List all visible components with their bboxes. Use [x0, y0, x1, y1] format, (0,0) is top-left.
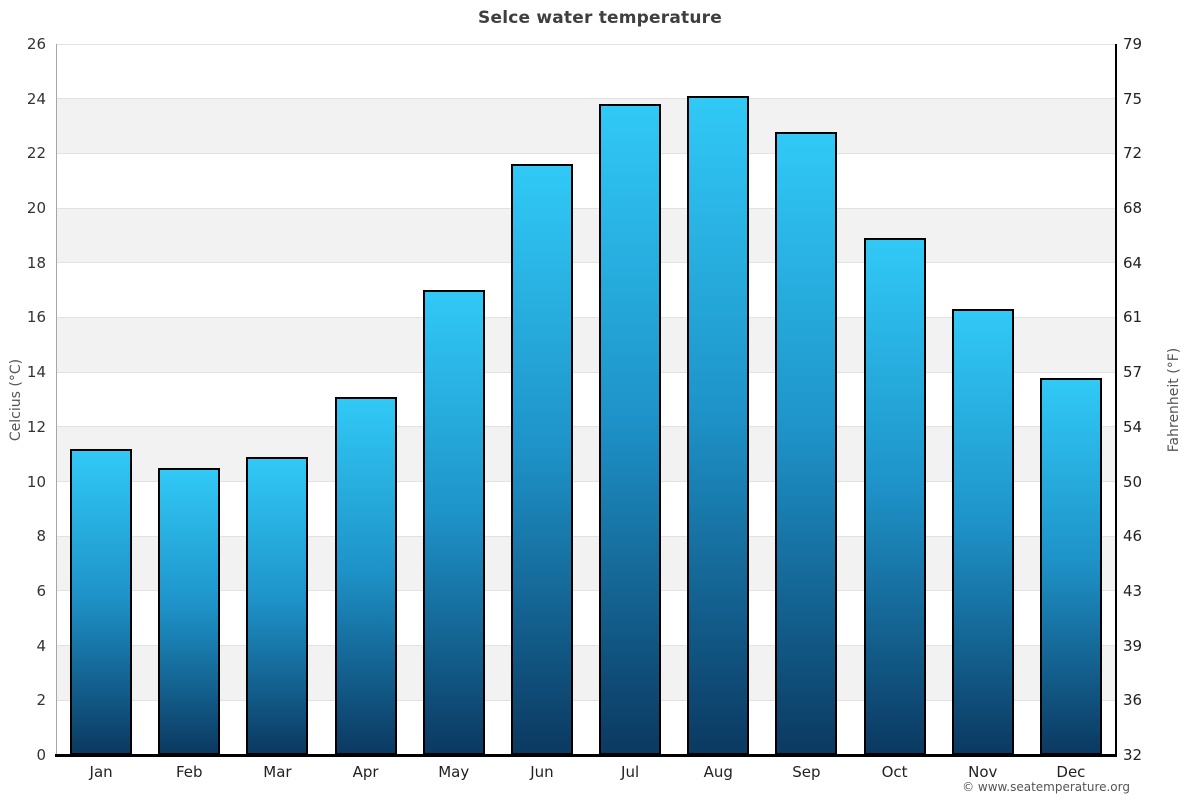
fahrenheit-tick-label: 54	[1123, 417, 1143, 436]
gridline	[57, 316, 1115, 318]
bar-aug[interactable]	[687, 95, 750, 755]
fahrenheit-tick-label: 46	[1123, 527, 1143, 546]
celsius-tick-label: 0	[36, 746, 46, 764]
chart-title: Selce water temperature	[478, 8, 722, 28]
fahrenheit-tick-label: 79	[1123, 35, 1143, 53]
fahrenheit-tick-label: 32	[1123, 746, 1143, 764]
month-tick-label: Feb	[175, 763, 203, 781]
celsius-tick-label: 24	[26, 89, 46, 108]
background-band	[57, 208, 1115, 263]
bar-sep[interactable]	[775, 131, 838, 755]
month-tick-label: Nov	[968, 763, 998, 781]
bar-dec[interactable]	[1039, 377, 1102, 755]
y-axis-right-line	[1115, 44, 1117, 755]
celsius-tick-label: 4	[36, 636, 46, 655]
month-tick-label: Apr	[352, 763, 379, 781]
celsius-tick-label: 6	[36, 581, 46, 600]
month-tick-label: Jul	[621, 763, 640, 781]
fahrenheit-tick-label: 57	[1123, 363, 1143, 382]
fahrenheit-tick-label: 75	[1123, 89, 1143, 108]
fahrenheit-tick-label: 61	[1123, 308, 1143, 327]
gridline	[57, 43, 1115, 45]
bar-jan[interactable]	[70, 448, 133, 755]
gridline	[57, 481, 1115, 483]
x-axis-line	[55, 754, 1117, 757]
bar-oct[interactable]	[863, 238, 926, 755]
fahrenheit-tick-label: 50	[1123, 472, 1143, 491]
gridline	[57, 645, 1115, 647]
gridline	[57, 535, 1115, 537]
bar-jun[interactable]	[510, 164, 573, 755]
month-tick-label: Aug	[703, 763, 733, 781]
bar-nov[interactable]	[951, 309, 1014, 755]
celsius-tick-label: 20	[26, 199, 46, 218]
month-tick-label: Jun	[530, 763, 554, 781]
month-tick-label: Mar	[263, 763, 292, 781]
celsius-tick-label: 18	[26, 253, 46, 272]
fahrenheit-tick-label: 64	[1123, 253, 1143, 272]
bar-mar[interactable]	[246, 456, 309, 755]
fahrenheit-tick-label: 39	[1123, 636, 1143, 655]
gridline	[57, 371, 1115, 373]
credits-link[interactable]: © www.seatemperature.org	[962, 780, 1130, 794]
fahrenheit-tick-label: 72	[1123, 144, 1143, 163]
celsius-tick-label: 26	[26, 35, 46, 53]
gridline	[57, 207, 1115, 209]
month-tick-label: Oct	[881, 763, 908, 781]
fahrenheit-tick-label: 43	[1123, 581, 1143, 600]
background-band	[57, 317, 1115, 373]
gridline	[57, 699, 1115, 701]
celsius-tick-label: 22	[26, 144, 46, 163]
gridline	[57, 262, 1115, 264]
month-tick-label: Dec	[1056, 763, 1086, 781]
background-band	[57, 536, 1115, 591]
celsius-tick-label: 2	[36, 691, 46, 710]
fahrenheit-tick-label: 36	[1123, 691, 1143, 710]
month-tick-label: Sep	[792, 763, 821, 781]
background-band	[57, 426, 1115, 482]
y-axis-left-title: Celcius (°C)	[8, 358, 24, 442]
celsius-tick-label: 12	[26, 417, 46, 436]
celsius-tick-label: 14	[26, 363, 46, 382]
background-band	[57, 645, 1115, 701]
bar-feb[interactable]	[158, 467, 221, 755]
bar-may[interactable]	[422, 290, 485, 755]
background-band	[57, 98, 1115, 154]
gridline	[57, 426, 1115, 428]
fahrenheit-tick-label: 68	[1123, 199, 1143, 218]
celsius-tick-label: 8	[36, 527, 46, 546]
celsius-tick-label: 16	[26, 308, 46, 327]
y-axis-right-title: Fahrenheit (°F)	[1166, 347, 1182, 453]
celsius-tick-label: 10	[26, 472, 46, 491]
bar-jul[interactable]	[599, 104, 662, 755]
bar-apr[interactable]	[334, 396, 397, 755]
gridline	[57, 98, 1115, 100]
gridline	[57, 152, 1115, 154]
y-axis-left-line	[55, 44, 57, 755]
gridline	[57, 590, 1115, 592]
month-tick-label: Jan	[89, 763, 113, 781]
month-tick-label: May	[438, 763, 470, 781]
